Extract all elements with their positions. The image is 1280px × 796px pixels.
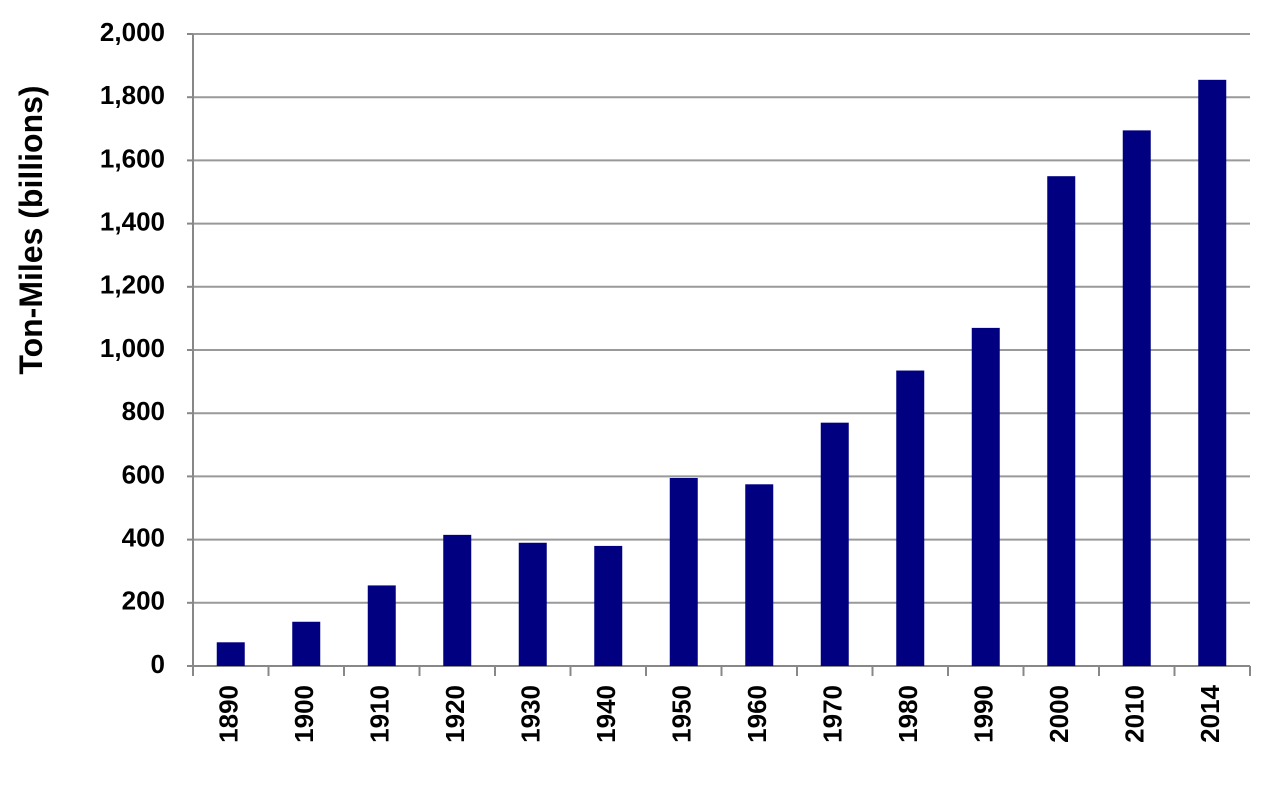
bar	[518, 542, 547, 666]
y-axis-label: Ton-Miles (billions)	[13, 85, 49, 374]
bar	[820, 422, 849, 666]
y-tick-label: 1,800	[100, 80, 165, 110]
x-tick-label: 1940	[591, 685, 621, 743]
y-tick-label: 400	[122, 522, 165, 552]
bar	[745, 484, 774, 666]
y-tick-label: 1,200	[100, 270, 165, 300]
bar	[367, 585, 396, 666]
x-tick-label: 1890	[214, 685, 244, 743]
y-tick-label: 800	[122, 396, 165, 426]
bar	[971, 327, 1000, 666]
y-tick-label: 1,600	[100, 143, 165, 173]
bar	[896, 370, 925, 666]
x-tick-label: 1920	[440, 685, 470, 743]
y-tick-label: 600	[122, 459, 165, 489]
x-tick-label: 1910	[365, 685, 395, 743]
x-tick-label: 1960	[742, 685, 772, 743]
bar	[594, 545, 623, 666]
bar	[216, 642, 245, 666]
bar	[292, 621, 321, 666]
bar	[669, 477, 698, 666]
x-tick-label: 1950	[667, 685, 697, 743]
x-tick-label: 1980	[893, 685, 923, 743]
bar	[443, 534, 472, 666]
x-tick-label: 1990	[969, 685, 999, 743]
bar	[1122, 130, 1151, 666]
bar	[1198, 79, 1227, 666]
x-tick-label: 2010	[1120, 685, 1150, 743]
y-tick-label: 200	[122, 586, 165, 616]
y-tick-label: 0	[151, 649, 165, 679]
bar	[1047, 176, 1076, 666]
y-tick-label: 1,400	[100, 206, 165, 236]
x-tick-label: 2014	[1195, 684, 1225, 742]
y-tick-label: 2,000	[100, 17, 165, 47]
x-tick-label: 2000	[1044, 685, 1074, 743]
x-tick-label: 1970	[818, 685, 848, 743]
y-tick-label: 1,000	[100, 333, 165, 363]
x-tick-label: 1930	[516, 685, 546, 743]
x-tick-label: 1900	[289, 685, 319, 743]
